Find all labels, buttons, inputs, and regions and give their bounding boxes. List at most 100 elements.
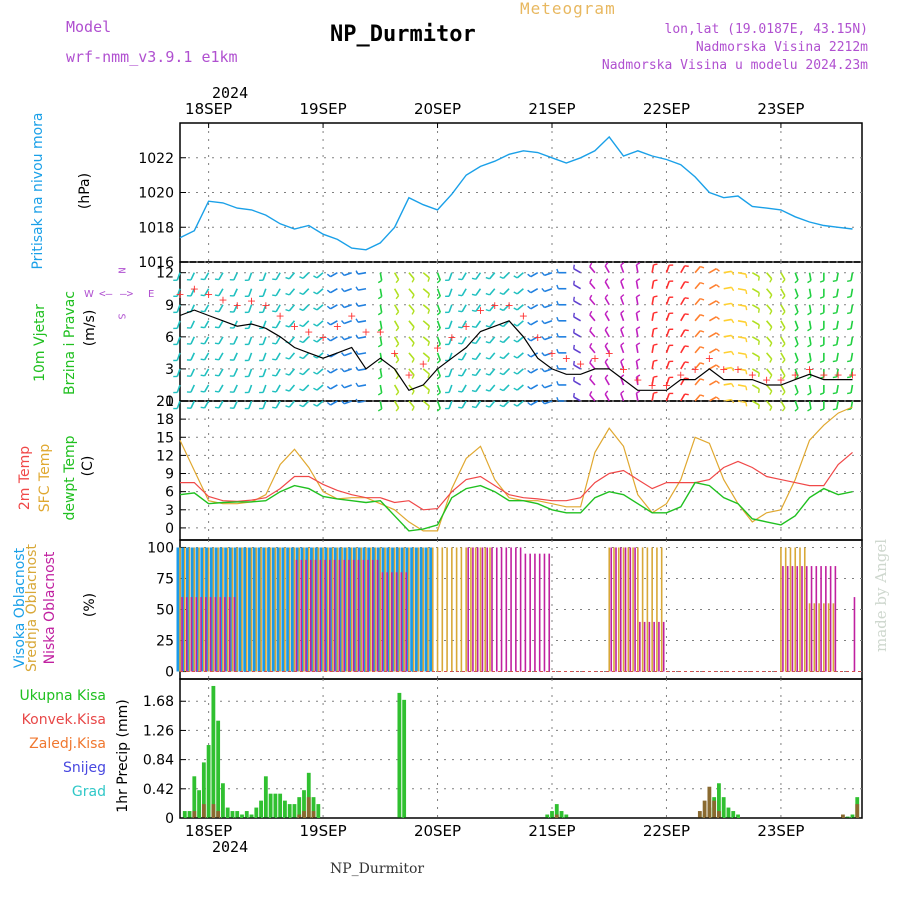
wind-barb-flag: [715, 300, 720, 304]
wind-barb-flag: [285, 324, 290, 328]
wind-barb: [808, 304, 812, 313]
precip-bar-total: [216, 720, 221, 818]
wind-barb: [408, 288, 415, 296]
wind-barb: [723, 286, 732, 290]
wind-barb: [835, 400, 839, 410]
precip-bar-total: [845, 816, 850, 818]
wind-barb-flag: [313, 307, 318, 311]
precip-bar-total: [235, 811, 240, 818]
wind-barb-flag: [326, 337, 331, 342]
wind-barb-flag: [326, 305, 331, 310]
wind-barb: [176, 272, 181, 281]
wind-barb: [516, 272, 524, 279]
wind-barb: [461, 384, 467, 393]
wind-gust-marker: +: [662, 379, 671, 392]
wind-barb: [422, 272, 430, 279]
wind-barb: [835, 288, 839, 297]
wind-barb: [475, 400, 482, 409]
wind-barb-flag: [355, 270, 359, 275]
precip-bar-convective: [216, 811, 221, 818]
wind-barb: [680, 313, 686, 322]
wind-barb: [794, 272, 799, 281]
wind-barb-flag: [636, 358, 641, 362]
wind-barb-flag: [715, 364, 720, 368]
wind-barb: [176, 336, 181, 345]
wind-barb-flag: [847, 392, 852, 395]
precip-bar-convective: [712, 800, 717, 818]
wind-barb-flag: [377, 392, 383, 396]
wind-barb-flag: [847, 360, 852, 363]
wind-barb: [190, 336, 196, 345]
wind-barb-flag: [832, 279, 837, 283]
y-tick-label: 0: [165, 665, 174, 681]
wind-barb: [604, 297, 610, 306]
wind-barb: [408, 272, 415, 280]
wind-barb: [316, 368, 324, 375]
wind-barb-flag: [715, 380, 720, 385]
wind-barb-flag: [485, 276, 490, 280]
wind-barb-flag: [541, 271, 546, 276]
wind-barb-flag: [589, 262, 593, 267]
wind-barb: [589, 378, 596, 386]
wind-barb-flag: [653, 279, 658, 282]
wind-barb-flag: [355, 382, 359, 387]
wind-barb: [680, 297, 686, 306]
precip-bar-total: [197, 790, 201, 818]
wind-barb: [751, 271, 760, 278]
wind-barb: [343, 400, 352, 405]
wind-barb: [218, 320, 224, 329]
wind-barb: [502, 304, 510, 311]
y-tick-label: 0: [165, 521, 174, 537]
wind-barb-flag: [769, 326, 773, 331]
wind-barb: [751, 288, 760, 294]
wind-barb-flag: [620, 262, 625, 266]
wind-barb: [448, 400, 453, 409]
wind-barb-flag: [781, 375, 786, 380]
y-tick-label: 12: [156, 448, 174, 464]
wind-barb-flag: [200, 294, 205, 297]
precip-bar-total: [297, 797, 302, 818]
wind-gust-marker: +: [791, 368, 800, 381]
wind-barb: [422, 400, 430, 407]
wind-barb: [604, 393, 610, 402]
wind-barb: [850, 272, 854, 281]
wind-gust-marker: +: [318, 331, 327, 344]
wind-barb: [737, 287, 747, 291]
wind-barb: [530, 352, 539, 358]
wind-barb-flag: [377, 279, 383, 284]
y-tick-label: 3: [165, 503, 174, 519]
wind-barb-flag: [411, 390, 415, 395]
wind-barb: [794, 320, 799, 329]
wind-barb: [665, 313, 670, 322]
wind-barb: [330, 368, 338, 374]
wind-barb-flag: [794, 375, 799, 380]
wind-barb-flag: [572, 392, 575, 398]
wind-barb-flag: [341, 320, 345, 325]
wind-barb: [475, 384, 482, 392]
wind-barb: [176, 288, 181, 297]
precip-bar-total: [559, 811, 564, 818]
wind-barb-flag: [436, 375, 441, 380]
wind-barb: [665, 280, 670, 290]
precip-bar-total: [230, 811, 235, 818]
wind-barb-flag: [471, 357, 477, 361]
wind-barb: [436, 272, 442, 281]
wind-barb-flag: [427, 277, 431, 282]
wind-barb: [780, 336, 786, 345]
wind-barb: [530, 320, 539, 326]
wind-barb-flag: [604, 342, 609, 347]
wind-barb: [604, 313, 610, 322]
wind-barb: [302, 320, 310, 328]
wind-barb-flag: [436, 359, 441, 364]
wind-barb: [808, 320, 812, 329]
wind-barb-flag: [527, 273, 532, 278]
pressure-line: [179, 135, 853, 251]
wind-barb: [680, 345, 686, 354]
wind-barb-flag: [458, 342, 463, 345]
wind-barb: [766, 320, 773, 328]
precip-bar-total: [244, 811, 249, 818]
wind-barb: [203, 288, 210, 297]
wind-barb-flag: [285, 405, 290, 408]
wind-barb-flag: [807, 392, 812, 396]
wind-barb: [233, 288, 238, 297]
